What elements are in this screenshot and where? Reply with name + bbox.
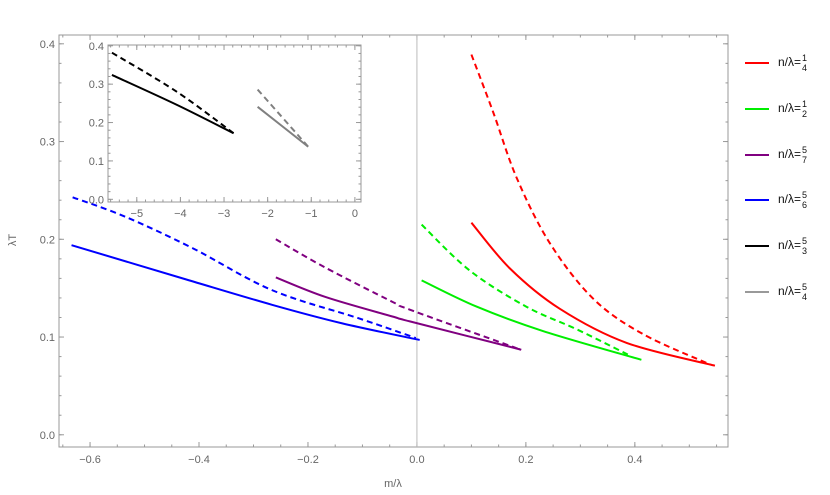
legend-item: n/λ= 1 2: [745, 94, 807, 124]
legend-swatch: [745, 62, 769, 64]
legend-item: n/λ= 5 4: [745, 277, 807, 307]
y-tick-label: 0.2: [40, 234, 55, 246]
legend-prefix: n/λ=: [778, 147, 802, 162]
plot-frame: [107, 44, 362, 203]
legend-num: 5: [802, 190, 808, 200]
legend-prefix: n/λ=: [778, 101, 802, 116]
y-axis-label: λT: [7, 234, 19, 247]
legend-swatch: [745, 154, 769, 156]
x-tick-label: −4: [174, 208, 187, 220]
y-tick-label: 0.0: [89, 194, 104, 206]
x-axis-label: m/λ: [384, 478, 402, 490]
x-tick-label: −0.2: [297, 454, 319, 466]
legend-num: 1: [802, 99, 808, 109]
legend-den: 2: [802, 109, 808, 119]
legend-swatch: [745, 108, 769, 110]
y-tick-label: 0.3: [89, 79, 104, 91]
x-tick-label: −2: [261, 208, 274, 220]
x-tick-label: 0.4: [627, 454, 642, 466]
x-tick-label: 0.2: [518, 454, 533, 466]
legend-num: 5: [802, 282, 808, 292]
legend-num: 5: [802, 236, 808, 246]
x-tick-label: −3: [218, 208, 231, 220]
legend-num: 1: [802, 53, 808, 63]
series-line-solid: [71, 244, 420, 341]
series-line-dashed: [470, 54, 711, 366]
legend-swatch: [745, 291, 769, 293]
x-tick-label: 0: [352, 208, 358, 220]
legend-den: 7: [802, 155, 808, 165]
series-line-solid: [421, 279, 642, 361]
x-tick-label: −5: [131, 208, 144, 220]
legend-prefix: n/λ=: [778, 284, 802, 299]
series-line-dashed: [275, 238, 523, 351]
series-line-solid: [111, 74, 235, 135]
x-tick-label: −0.4: [188, 454, 210, 466]
series-line-dashed: [420, 223, 631, 357]
y-tick-label: 0.3: [40, 137, 55, 149]
y-tick-label: 0.1: [89, 156, 104, 168]
series-line-dashed: [111, 51, 235, 135]
x-tick-label: −0.6: [79, 454, 101, 466]
legend-prefix: n/λ=: [778, 192, 802, 207]
y-tick-label: 0.4: [89, 41, 104, 53]
y-tick-label: 0.2: [89, 118, 104, 130]
series-line-dashed: [72, 196, 417, 339]
legend-item: n/λ= 5 3: [745, 231, 807, 261]
legend-item: n/λ= 5 6: [745, 185, 807, 215]
legend-den: 6: [802, 200, 808, 210]
legend-item: n/λ= 1 4: [745, 48, 807, 78]
inset-plot: −5 −4 −3 −2 −1 0 0.0 0.1 0.2 0.3 0.4: [89, 41, 362, 220]
series-line-solid: [275, 276, 521, 351]
series-line-dashed: [256, 88, 309, 148]
y-tick-label: 0.1: [40, 332, 55, 344]
x-tick-label: 0.0: [409, 454, 424, 466]
legend-item: n/λ= 5 7: [745, 140, 807, 170]
y-tick-label: 0.4: [40, 39, 55, 51]
legend-num: 5: [802, 145, 808, 155]
legend-prefix: n/λ=: [778, 55, 802, 70]
legend-den: 4: [802, 292, 808, 302]
legend-prefix: n/λ=: [778, 238, 802, 253]
legend-den: 3: [802, 246, 808, 256]
legend-swatch: [745, 245, 769, 247]
legend-swatch: [745, 199, 769, 201]
series-line-solid: [470, 222, 716, 367]
y-tick-label: 0.0: [40, 430, 55, 442]
x-tick-label: −1: [305, 208, 318, 220]
legend-den: 4: [802, 63, 808, 73]
